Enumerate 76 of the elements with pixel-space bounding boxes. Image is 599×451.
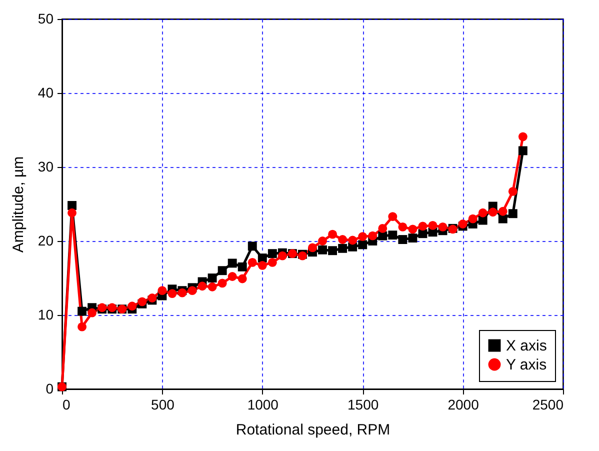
point [218, 278, 227, 288]
point [428, 220, 438, 230]
point [348, 236, 358, 245]
point [88, 308, 97, 318]
y-tick-label: 20 [38, 232, 54, 248]
point [388, 230, 398, 240]
point [358, 240, 368, 250]
point [498, 206, 508, 216]
y-tick-label: 10 [38, 306, 54, 322]
point [368, 231, 378, 240]
point [328, 230, 338, 239]
point [478, 208, 488, 218]
point [278, 251, 287, 260]
y-axis-title: Amplitude, µm [10, 156, 27, 253]
point [388, 212, 398, 222]
point [518, 146, 528, 156]
point [198, 282, 207, 291]
point [458, 220, 468, 228]
point [378, 231, 388, 240]
point [498, 214, 508, 224]
point [338, 244, 348, 253]
point [158, 286, 167, 296]
point [478, 216, 488, 225]
point [318, 245, 327, 254]
point [358, 232, 368, 242]
legend-label: Y axis [506, 356, 547, 374]
point [408, 224, 418, 234]
point [238, 274, 247, 284]
x-tick-label: 1000 [247, 396, 279, 412]
point [208, 274, 217, 282]
point [128, 302, 137, 311]
point [268, 249, 277, 258]
point [308, 243, 317, 252]
point [188, 286, 197, 296]
point [508, 209, 518, 218]
point [68, 208, 76, 218]
point [398, 235, 408, 244]
y-tick-label: 40 [38, 84, 54, 100]
point [418, 222, 428, 231]
point [268, 258, 277, 267]
point [208, 282, 217, 292]
point [78, 322, 87, 332]
point [238, 262, 247, 272]
point [438, 222, 448, 232]
point [68, 201, 76, 210]
point [398, 222, 408, 232]
x-tick-label: 1500 [348, 396, 379, 412]
x-tick-label: 0 [62, 396, 70, 412]
x-axis-title: Rotational speed, RPM [236, 422, 390, 438]
point [488, 208, 498, 217]
point [518, 132, 528, 142]
point [148, 294, 157, 302]
point [228, 272, 237, 281]
legend-label: X axis [506, 338, 547, 354]
point [258, 254, 267, 262]
point [248, 242, 257, 251]
point [408, 234, 418, 243]
point [258, 260, 267, 270]
point [338, 235, 348, 244]
point [328, 246, 338, 256]
point [78, 306, 87, 316]
point [218, 266, 227, 276]
point [508, 186, 518, 196]
x-tick-label: 2500 [532, 396, 564, 412]
point [248, 258, 257, 267]
point [468, 214, 478, 224]
point [228, 258, 237, 268]
point [168, 289, 177, 298]
point [318, 236, 327, 246]
point [418, 229, 428, 238]
x-tick-label: 500 [151, 396, 175, 412]
y-tick-label: 0 [46, 380, 54, 396]
y-tick-label: 30 [38, 158, 54, 174]
point [378, 224, 388, 233]
x-tick-label: 2000 [448, 396, 480, 412]
y-tick-label: 50 [38, 10, 54, 26]
